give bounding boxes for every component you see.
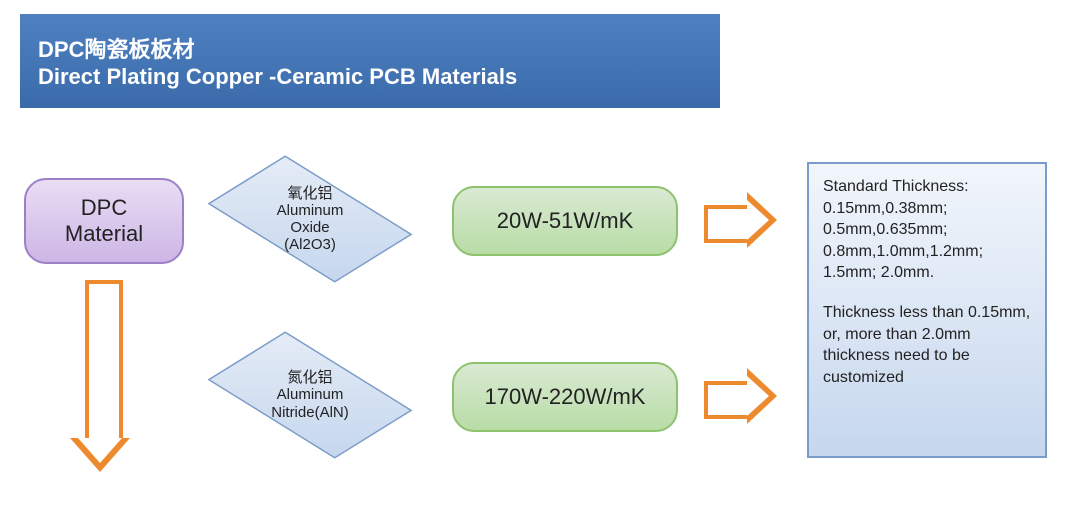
d1-line2: Aluminum bbox=[277, 202, 344, 219]
title-line-1: DPC陶瓷板板材 bbox=[38, 32, 702, 64]
title-banner: DPC陶瓷板板材 Direct Plating Copper -Ceramic … bbox=[20, 14, 720, 108]
value-aluminum-nitride: 170W-220W/mK bbox=[452, 362, 678, 432]
d2-line2: Aluminum bbox=[271, 386, 349, 403]
source-line-2: Material bbox=[65, 221, 143, 247]
thickness-panel: Standard Thickness: 0.15mm,0.38mm; 0.5mm… bbox=[807, 162, 1047, 458]
value2-text: 170W-220W/mK bbox=[485, 384, 646, 410]
panel-row-1: 0.5mm,0.635mm; bbox=[823, 219, 1031, 241]
arrow-right-2-icon bbox=[704, 368, 784, 424]
panel-note: Thickness less than 0.15mm, or, more tha… bbox=[823, 302, 1031, 388]
diamond-aluminum-nitride: 氮化铝 Aluminum Nitride(AlN) bbox=[220, 340, 400, 450]
source-line-1: DPC bbox=[81, 195, 127, 221]
d1-line4: (Al2O3) bbox=[277, 236, 344, 253]
arrow-down-icon bbox=[70, 280, 130, 480]
panel-row-3: 1.5mm; 2.0mm. bbox=[823, 262, 1031, 284]
d2-line1: 氮化铝 bbox=[271, 369, 349, 386]
panel-title: Standard Thickness: bbox=[823, 176, 1031, 198]
title-line-2: Direct Plating Copper -Ceramic PCB Mater… bbox=[38, 64, 702, 90]
d2-line3: Nitride(AlN) bbox=[271, 404, 349, 421]
d1-line1: 氧化铝 bbox=[277, 185, 344, 202]
value-aluminum-oxide: 20W-51W/mK bbox=[452, 186, 678, 256]
arrow-right-1-icon bbox=[704, 192, 784, 248]
value1-text: 20W-51W/mK bbox=[497, 208, 634, 234]
diamond-aluminum-oxide: 氧化铝 Aluminum Oxide (Al2O3) bbox=[220, 164, 400, 274]
panel-row-2: 0.8mm,1.0mm,1.2mm; bbox=[823, 241, 1031, 263]
source-node: DPC Material bbox=[24, 178, 184, 264]
diagram-canvas: DPC陶瓷板板材 Direct Plating Copper -Ceramic … bbox=[0, 0, 1073, 506]
panel-row-0: 0.15mm,0.38mm; bbox=[823, 198, 1031, 220]
d1-line3: Oxide bbox=[277, 219, 344, 236]
